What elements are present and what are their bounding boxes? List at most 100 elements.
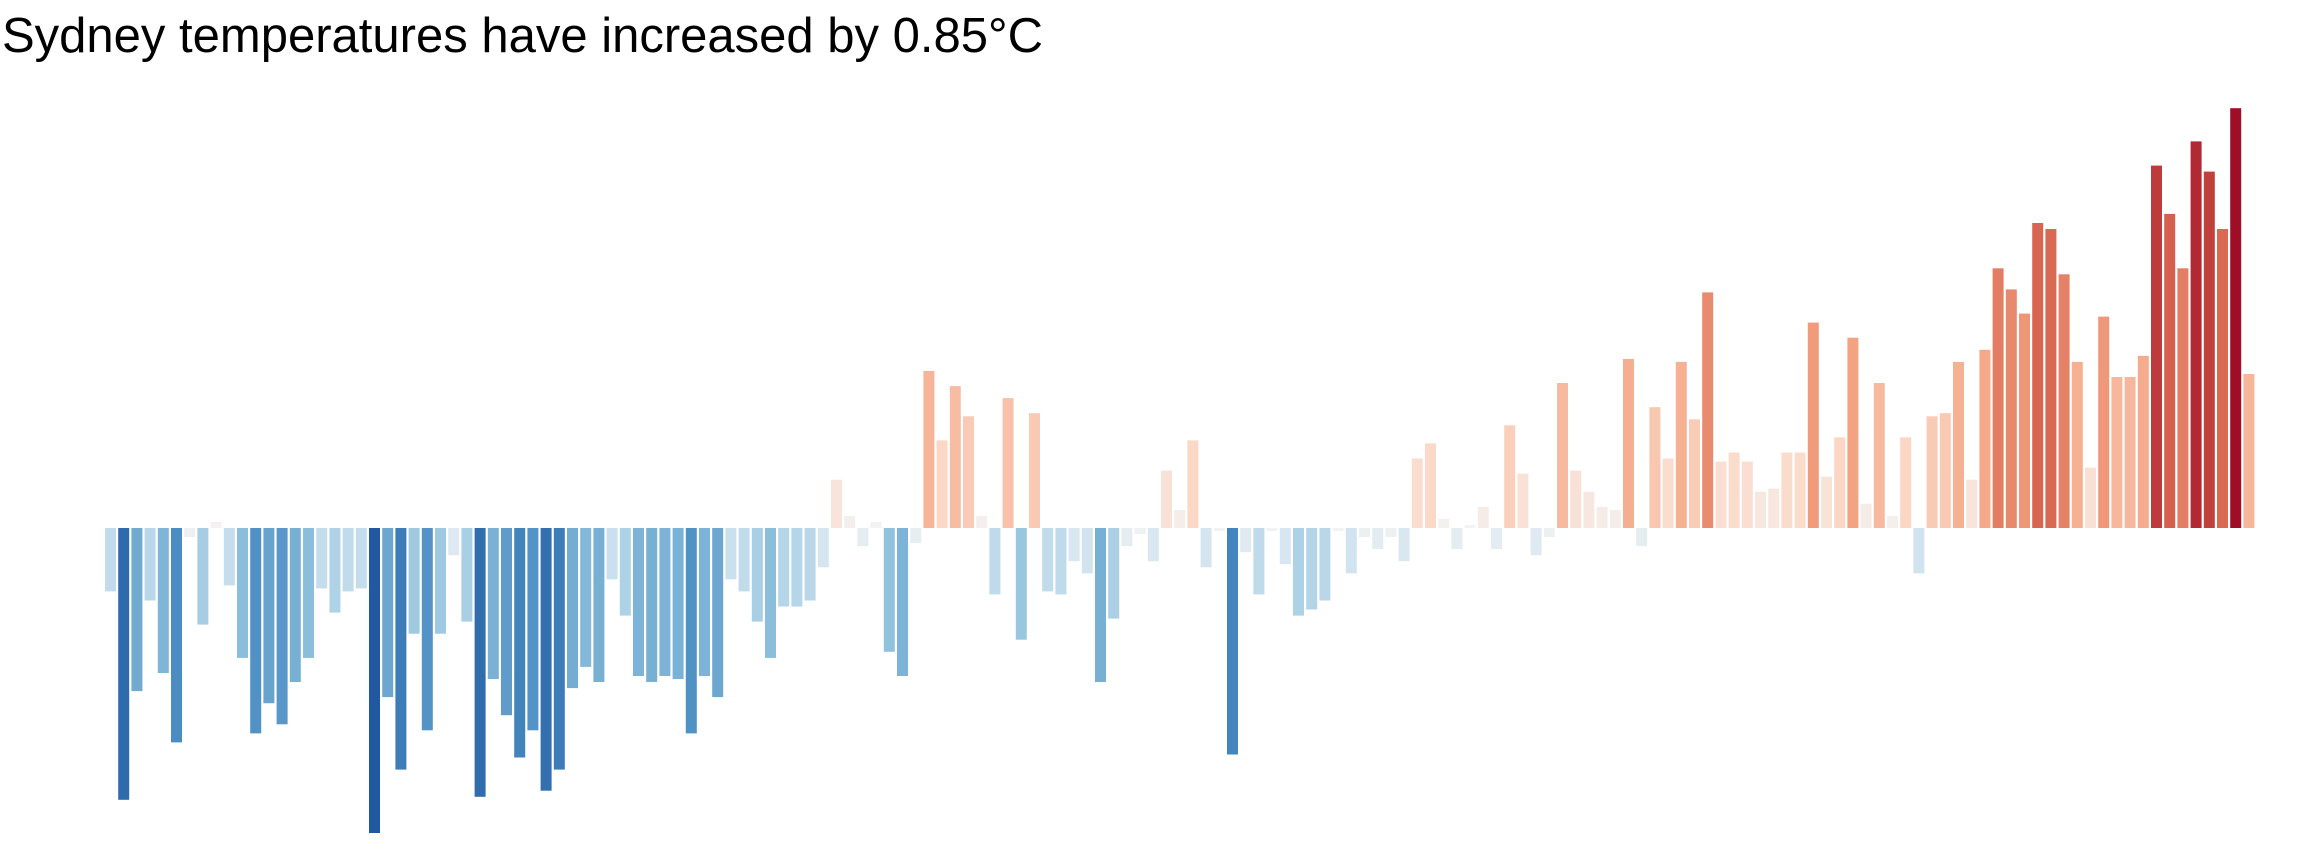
bar (593, 528, 605, 682)
bar (1504, 425, 1516, 528)
bar (1477, 506, 1489, 528)
bar (1728, 452, 1740, 528)
bar (171, 528, 182, 743)
bar (501, 528, 512, 716)
bar (1174, 509, 1186, 528)
bar (1398, 528, 1410, 562)
bar (1913, 528, 1925, 574)
bar (976, 515, 988, 528)
bar (2124, 377, 2136, 528)
bar (1636, 528, 1648, 547)
bar (963, 416, 974, 528)
bar-series (105, 108, 2255, 833)
bar (1095, 528, 1106, 682)
bar (223, 528, 235, 586)
bar (1491, 528, 1502, 550)
bar (1345, 528, 1357, 574)
bar (2098, 316, 2110, 528)
bar (910, 528, 922, 544)
bar (1649, 407, 1661, 528)
bar (1055, 528, 1067, 595)
bar (1279, 528, 1291, 565)
bar (1543, 528, 1555, 538)
bar (778, 528, 790, 607)
bar (2243, 374, 2255, 528)
bar (1240, 528, 1252, 553)
bar (2111, 377, 2123, 528)
bar (131, 528, 143, 692)
bar (567, 528, 578, 689)
bar (606, 528, 618, 580)
bar (1081, 528, 1093, 574)
bar (395, 528, 407, 770)
bar (1834, 437, 1846, 528)
bar (514, 528, 526, 758)
bar (2190, 141, 2202, 528)
bar (1134, 528, 1146, 534)
bar (725, 528, 737, 580)
bar (1900, 437, 1912, 528)
bar (105, 528, 116, 592)
bar (210, 522, 222, 528)
bar (329, 528, 341, 613)
bar (1953, 361, 1964, 528)
bar (1887, 515, 1898, 528)
bar (1332, 528, 1344, 531)
bar (474, 528, 486, 797)
bar (1623, 358, 1634, 528)
bar (765, 528, 776, 658)
bar (184, 528, 196, 538)
bar (619, 528, 631, 616)
bar (1161, 470, 1172, 528)
bar (303, 528, 314, 658)
bar (553, 528, 565, 770)
bar (1266, 528, 1278, 531)
bar (949, 386, 961, 528)
bar (2058, 274, 2070, 528)
bar (1702, 292, 1714, 528)
bar (1200, 528, 1212, 568)
bar (989, 528, 1001, 595)
bar (685, 528, 697, 734)
bar (646, 528, 658, 682)
bar (1873, 383, 1885, 528)
bar (1319, 528, 1331, 601)
bar (1147, 528, 1159, 562)
bar (857, 528, 869, 547)
bar (1926, 416, 1938, 528)
bar (2177, 268, 2189, 528)
bar (527, 528, 539, 731)
bar (1015, 528, 1027, 640)
bar (1425, 443, 1436, 528)
bar (1781, 452, 1793, 528)
bar (2230, 108, 2242, 528)
bar (1029, 413, 1040, 528)
bar (1768, 488, 1780, 528)
bar (1306, 528, 1318, 610)
bar (1939, 413, 1951, 528)
bar (2164, 213, 2176, 528)
bar (435, 528, 446, 634)
bar (382, 528, 394, 698)
bar (1860, 503, 1872, 528)
bar (1715, 461, 1727, 528)
bar (250, 528, 262, 734)
bar (157, 528, 169, 673)
bar (580, 528, 592, 667)
bar (2203, 171, 2215, 528)
bar (1689, 419, 1700, 528)
bar (276, 528, 288, 725)
bar (1530, 528, 1542, 556)
bar (1609, 509, 1621, 528)
bar (487, 528, 499, 679)
bar (791, 528, 803, 607)
bar (237, 528, 248, 658)
chart-title: Sydney temperatures have increased by 0.… (2, 9, 1044, 63)
bar (342, 528, 354, 592)
bar (2217, 229, 2228, 528)
bar (2032, 223, 2044, 528)
bar (1068, 528, 1080, 562)
bar (923, 371, 935, 528)
bar (1966, 479, 1978, 528)
